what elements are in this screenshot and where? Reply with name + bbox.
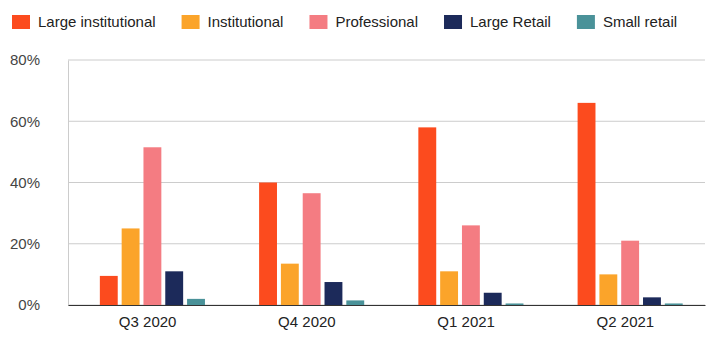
grid-line <box>68 243 705 244</box>
bar <box>418 127 436 305</box>
x-tick-label: Q3 2020 <box>119 313 177 330</box>
bar <box>303 193 321 305</box>
bar <box>100 276 118 305</box>
bar <box>281 264 299 305</box>
chart: 0% 20% 40% 60% 80% Q3 2020 Q4 2020 Q1 2021 Q2 20… <box>0 0 713 356</box>
series <box>165 271 661 305</box>
x-tick-label: Q1 2021 <box>437 313 495 330</box>
series <box>187 299 683 305</box>
legend-label: Large Retail <box>470 13 551 30</box>
x-tick-label: Q2 2021 <box>597 313 655 330</box>
legend-swatch <box>12 15 30 29</box>
legend-label: Professional <box>335 13 418 30</box>
series <box>122 228 618 305</box>
x-tick: Q1 2021 <box>437 305 495 330</box>
bar <box>621 241 639 305</box>
bar <box>643 297 661 305</box>
bar <box>506 303 524 305</box>
bar <box>122 228 140 305</box>
legend-item: Institutional <box>182 13 284 30</box>
plot-area: 0% 20% 40% 60% 80% Q3 2020 Q4 2020 Q1 2021 Q2 20… <box>10 51 706 329</box>
legend-label: Institutional <box>208 13 284 30</box>
y-tick: 60% <box>10 113 68 130</box>
bar <box>440 271 458 305</box>
y-tick: 20% <box>10 235 68 252</box>
y-tick-label: 0% <box>18 296 40 313</box>
legend-label: Large institutional <box>38 13 156 30</box>
grid-line <box>68 182 705 183</box>
bar <box>599 274 617 305</box>
y-tick: 40% <box>10 174 68 191</box>
legend-swatch <box>444 15 462 29</box>
y-tick-label: 60% <box>10 113 40 130</box>
legend-item: Large Retail <box>444 13 551 30</box>
x-tick-label: Q4 2020 <box>278 313 336 330</box>
x-tick: Q3 2020 <box>119 305 177 330</box>
bar <box>325 282 343 305</box>
legend-swatch <box>309 15 327 29</box>
legend-label: Small retail <box>603 13 677 30</box>
x-axis-line <box>69 305 706 306</box>
bar <box>259 183 277 306</box>
legend-swatch <box>577 15 595 29</box>
legend-item: Professional <box>309 13 418 30</box>
bar <box>462 225 480 305</box>
bar <box>665 303 683 305</box>
y-tick: 0% <box>18 296 68 313</box>
y-tick: 80% <box>10 51 68 68</box>
grid-line <box>68 121 705 122</box>
y-tick-label: 40% <box>10 174 40 191</box>
bar <box>143 147 161 305</box>
y-axis: 0% 20% 40% 60% 80% <box>10 51 69 313</box>
grid <box>68 60 705 305</box>
series <box>100 103 596 305</box>
y-tick-label: 80% <box>10 51 40 68</box>
bar <box>484 293 502 305</box>
legend-item: Large institutional <box>12 13 156 30</box>
series <box>143 147 639 305</box>
grid-line <box>68 60 705 61</box>
bars <box>100 103 683 305</box>
bar <box>346 300 364 305</box>
x-tick: Q2 2021 <box>597 305 655 330</box>
x-tick: Q4 2020 <box>278 305 336 330</box>
x-axis: Q3 2020 Q4 2020 Q1 2021 Q2 2021 <box>69 305 706 330</box>
y-tick-label: 20% <box>10 235 40 252</box>
legend: Large institutional Institutional Professi… <box>12 13 677 30</box>
bar <box>187 299 205 305</box>
bar <box>165 271 183 305</box>
y-axis-line <box>68 61 69 306</box>
bar <box>578 103 596 305</box>
legend-item: Small retail <box>577 13 677 30</box>
legend-swatch <box>182 15 200 29</box>
